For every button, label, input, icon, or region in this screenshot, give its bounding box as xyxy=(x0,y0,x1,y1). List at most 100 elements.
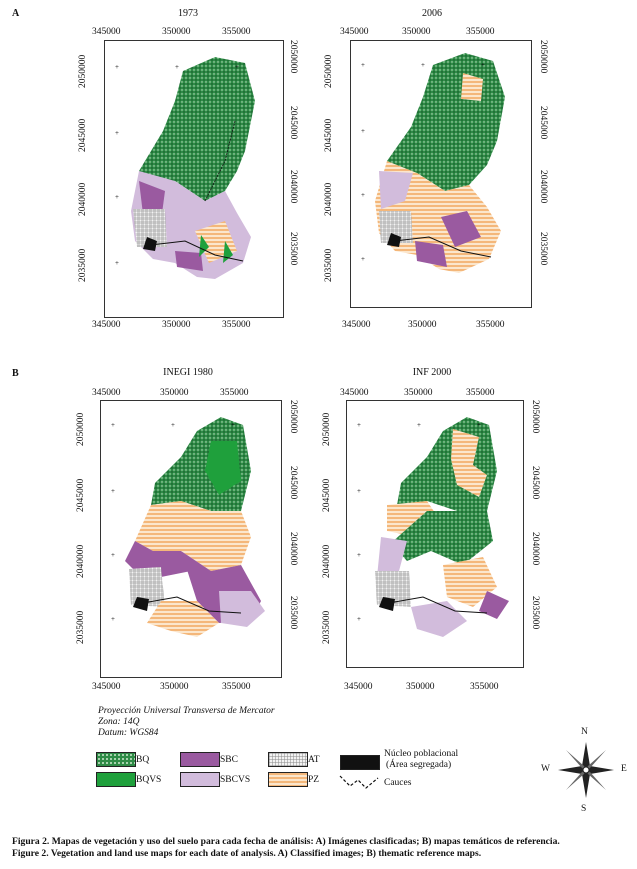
map-frame-inegi-1980: + + + + + + xyxy=(100,400,282,678)
y-tick: 2045000 xyxy=(78,118,88,152)
y-tick-right: 2050000 xyxy=(288,400,298,434)
svg-text:+: + xyxy=(417,421,421,429)
map-1973: + + + + + + xyxy=(115,57,255,279)
x-tick: 350000 xyxy=(402,27,431,37)
y-tick: 2040000 xyxy=(76,544,86,578)
x-tick: 345000 xyxy=(92,682,121,692)
svg-text:+: + xyxy=(115,259,119,267)
y-tick-right: 2050000 xyxy=(288,40,298,74)
x-tick: 355000 xyxy=(220,388,249,398)
compass-s: S xyxy=(581,804,587,814)
x-tick: 350000 xyxy=(160,682,189,692)
svg-text:+: + xyxy=(361,127,365,135)
svg-text:+: + xyxy=(357,487,361,495)
x-tick: 355000 xyxy=(222,320,251,330)
legend-swatch-sbcvs xyxy=(180,772,220,787)
legend-label-area-segregada: (Área segregada) xyxy=(386,760,452,770)
figure-caption: Figura 2. Mapas de vegetación y uso del … xyxy=(12,836,636,860)
y-tick-right: 2045000 xyxy=(288,106,298,140)
y-tick-right: 2050000 xyxy=(538,40,548,74)
x-tick: 345000 xyxy=(92,388,121,398)
legend-label-sbcvs: SBCVS xyxy=(220,775,251,785)
legend-label-nucleo: Núcleo poblacional xyxy=(384,749,459,759)
y-tick: 2040000 xyxy=(322,544,332,578)
svg-text:+: + xyxy=(171,421,175,429)
map-title-2006: 2006 xyxy=(422,8,442,19)
x-tick: 350000 xyxy=(160,388,189,398)
projection-line: Proyección Universal Transversa de Merca… xyxy=(98,706,275,716)
x-tick: 355000 xyxy=(466,388,495,398)
svg-text:+: + xyxy=(111,615,115,623)
y-tick-right: 2045000 xyxy=(288,466,298,500)
compass-n: N xyxy=(581,727,588,737)
panel-letter-a: A xyxy=(12,8,20,19)
map-title-inf-2000: INF 2000 xyxy=(412,367,452,378)
svg-text:+: + xyxy=(111,421,115,429)
legend-swatch-sbc xyxy=(180,752,220,767)
cauces-line-icon xyxy=(339,775,379,789)
y-tick: 2040000 xyxy=(78,182,88,216)
svg-text:+: + xyxy=(115,129,119,137)
caption-es: Figura 2. Mapas de vegetación y uso del … xyxy=(12,836,560,847)
legend-swatch-bqvs xyxy=(96,772,136,787)
legend-swatch-nucleo xyxy=(340,755,380,770)
x-tick: 350000 xyxy=(406,682,435,692)
svg-text:+: + xyxy=(231,421,235,429)
map-inf-2000: + + + + + + xyxy=(357,417,509,637)
panel-letter-b: B xyxy=(12,368,19,379)
x-tick: 345000 xyxy=(342,320,371,330)
y-tick: 2050000 xyxy=(76,412,86,446)
svg-text:+: + xyxy=(235,63,239,71)
svg-text:+: + xyxy=(111,487,115,495)
map-frame-1973: + + + + + + xyxy=(104,40,284,318)
map-frame-2006: + + + + + + xyxy=(350,40,532,308)
svg-text:+: + xyxy=(421,61,425,69)
projection-zone: Zona: 14Q xyxy=(98,717,140,727)
y-tick: 2045000 xyxy=(76,478,86,512)
y-tick: 2035000 xyxy=(324,248,334,282)
caption-en: Figure 2. Vegetation and land use maps f… xyxy=(12,848,482,859)
legend-label-bq: BQ xyxy=(136,755,150,765)
legend-label-bqvs: BQVS xyxy=(136,775,162,785)
x-tick: 355000 xyxy=(466,27,495,37)
x-tick: 350000 xyxy=(162,320,191,330)
x-tick: 355000 xyxy=(222,682,251,692)
y-tick-right: 2040000 xyxy=(530,532,540,566)
legend-swatch-at xyxy=(268,752,308,767)
map-title-inegi-1980: INEGI 1980 xyxy=(163,367,213,378)
legend-swatch-bq xyxy=(96,752,136,767)
map-frame-inf-2000: + + + + + + xyxy=(346,400,524,668)
y-tick: 2050000 xyxy=(322,412,332,446)
y-tick: 2050000 xyxy=(78,54,88,88)
map-title-1973: 1973 xyxy=(178,8,198,19)
y-tick-right: 2040000 xyxy=(288,532,298,566)
legend-label-pz: PZ xyxy=(308,775,320,785)
svg-text:+: + xyxy=(481,61,485,69)
svg-text:+: + xyxy=(357,421,361,429)
legend-swatch-pz xyxy=(268,772,308,787)
svg-text:+: + xyxy=(361,61,365,69)
legend-label-at: AT xyxy=(308,755,320,765)
x-tick: 345000 xyxy=(92,320,121,330)
y-tick-right: 2040000 xyxy=(538,170,548,204)
y-tick-right: 2035000 xyxy=(288,232,298,266)
x-tick: 355000 xyxy=(470,682,499,692)
compass-w: W xyxy=(541,764,550,774)
svg-text:+: + xyxy=(111,551,115,559)
legend-label-sbc: SBC xyxy=(220,755,238,765)
projection-info: Proyección Universal Transversa de Merca… xyxy=(98,706,275,739)
x-tick: 350000 xyxy=(408,320,437,330)
x-tick: 350000 xyxy=(162,27,191,37)
projection-datum: Datum: WGS84 xyxy=(98,728,159,738)
y-tick: 2045000 xyxy=(324,118,334,152)
y-tick-right: 2035000 xyxy=(538,232,548,266)
y-tick: 2035000 xyxy=(78,248,88,282)
compass-e: E xyxy=(621,764,627,774)
x-tick: 345000 xyxy=(340,388,369,398)
map-2006: + + + + + + xyxy=(361,53,505,273)
y-tick-right: 2035000 xyxy=(530,596,540,630)
x-tick: 350000 xyxy=(404,388,433,398)
svg-text:+: + xyxy=(357,615,361,623)
y-tick-right: 2045000 xyxy=(530,466,540,500)
x-tick: 345000 xyxy=(92,27,121,37)
